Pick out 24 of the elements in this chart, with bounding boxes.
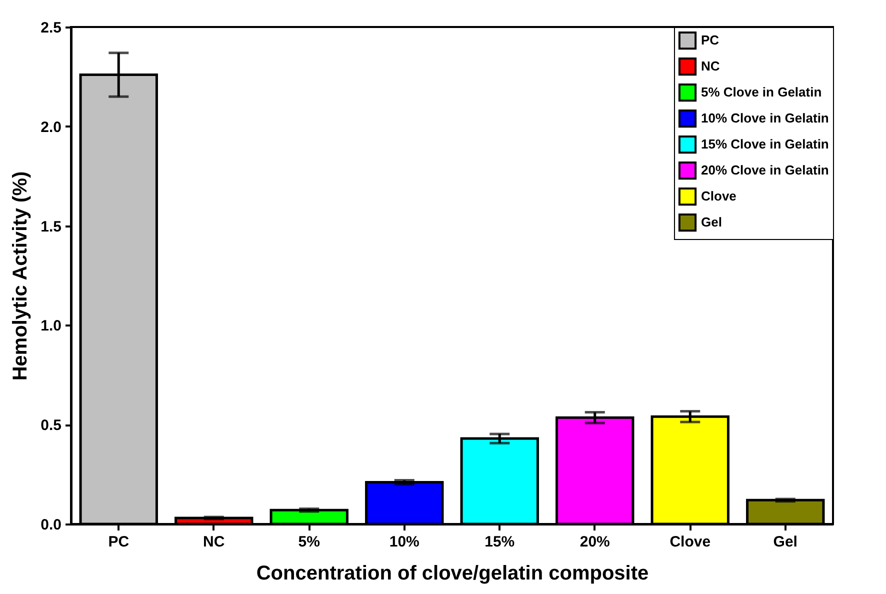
- legend-label: 10% Clove in Gelatin: [701, 110, 829, 126]
- legend-label: NC: [701, 58, 720, 74]
- x-tick-label: 20%: [580, 534, 610, 550]
- y-tick-label: 2.5: [40, 20, 62, 36]
- y-tick-label: 1.0: [40, 318, 62, 335]
- x-tick-label: 15%: [484, 534, 515, 550]
- legend-label: Gel: [701, 214, 722, 230]
- legend-label: PC: [701, 32, 720, 48]
- x-tick-label: NC: [203, 534, 225, 550]
- y-tick-label: 1.5: [40, 218, 62, 236]
- y-tick-label: 0.0: [40, 516, 62, 534]
- y-tick-label: 2.0: [40, 118, 62, 136]
- x-tick-label: 10%: [389, 534, 420, 550]
- legend-label: 15% Clove in Gelatin: [701, 136, 829, 152]
- x-axis-title: Concentration of clove/gelatin composite: [256, 562, 649, 584]
- legend-label: 20% Clove in Gelatin: [701, 162, 829, 178]
- x-tick-label: Gel: [773, 534, 798, 550]
- x-tick-label: Clove: [670, 534, 711, 550]
- x-tick-label: PC: [108, 534, 130, 550]
- legend-label: 5% Clove in Gelatin: [701, 84, 822, 100]
- y-tick-label: 0.5: [40, 417, 62, 434]
- legend-label: Clove: [701, 188, 736, 204]
- y-axis-title: Hemolytic Activity (%): [10, 171, 32, 381]
- x-tick-label: 5%: [298, 534, 320, 550]
